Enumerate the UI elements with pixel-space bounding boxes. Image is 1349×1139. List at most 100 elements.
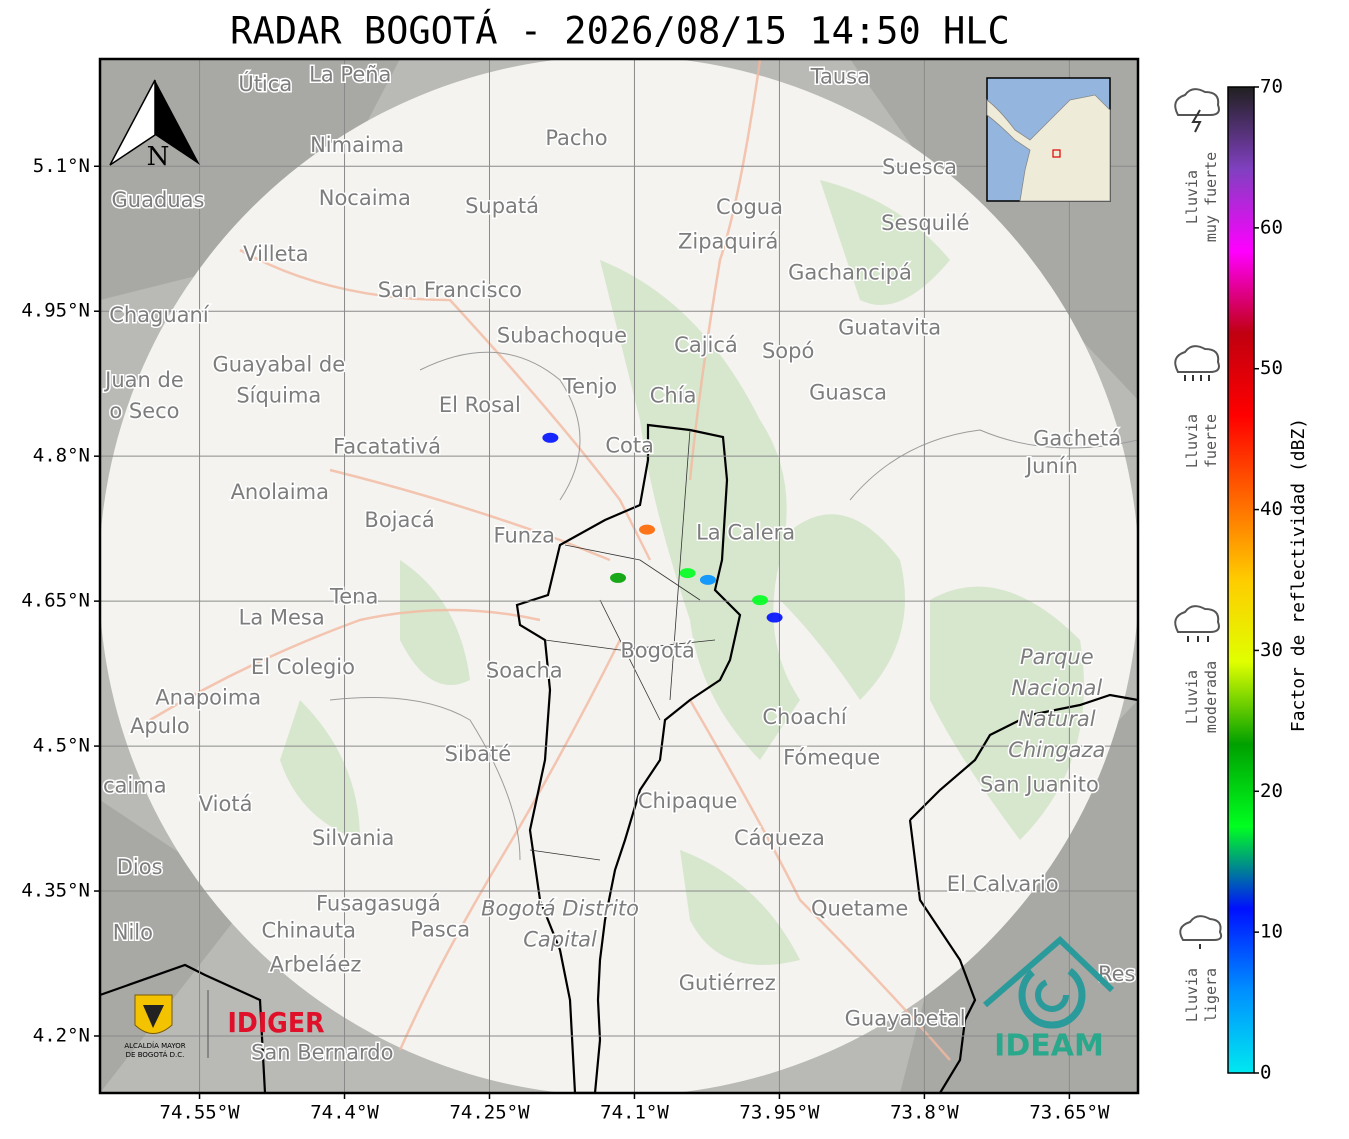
place-label: Pacho [545, 126, 607, 150]
place-label: caima [103, 774, 167, 798]
place: Sibaté [443, 740, 513, 767]
place-label: Fusagasugá [316, 892, 441, 916]
place: La Peña [308, 61, 393, 88]
x-tick-label: 74.25°W [449, 1102, 530, 1124]
map-title: RADAR BOGOTÁ - 2026/08/15 14:50 HLC [230, 9, 1010, 53]
place: Juan de o Seco [102, 366, 186, 424]
place-label: Bogotá [620, 638, 695, 662]
place: Sesquilé [880, 210, 971, 237]
place-label: Tausa [810, 64, 870, 88]
inset-map [986, 77, 1111, 202]
y-tick-label: 4.2°N [33, 1024, 90, 1046]
y-tick-label: 5.1°N [33, 155, 90, 177]
place: Arbeláez [268, 951, 363, 978]
colorbar-tick-label: 40 [1260, 498, 1283, 520]
place: Junín [1022, 452, 1079, 479]
place: Sopó [760, 337, 815, 364]
place: Fusagasugá [314, 890, 442, 917]
colorbar-tick-label: 20 [1260, 780, 1283, 802]
place: Nocaima [317, 185, 412, 212]
place: Chipaque [636, 788, 739, 815]
place: Dios [115, 853, 164, 880]
place: Guaduas [110, 187, 206, 214]
place-label: Quetame [811, 896, 908, 920]
place: Funza [492, 522, 556, 549]
place-label: Anolaima [231, 480, 329, 504]
place-label: Nilo [113, 921, 153, 945]
place: Quetame [810, 895, 910, 922]
place-label: Zipaquirá [678, 230, 778, 254]
place-label: Nacional [1011, 676, 1102, 700]
place-label: San Bernardo [251, 1040, 393, 1064]
place: Bojacá [363, 506, 436, 533]
legend-label: muy fuerte [1202, 152, 1220, 242]
place: Supatá [464, 192, 541, 219]
place-label: Sopó [762, 339, 814, 363]
place-label: Funza [494, 523, 555, 547]
map-frame [98, 57, 1140, 1095]
place: San Bernardo [250, 1039, 395, 1066]
place-label: Facatativá [333, 434, 441, 458]
place: Cajicá [673, 332, 740, 359]
place-label: Sesquilé [881, 211, 969, 235]
place: Gutiérrez [677, 969, 777, 996]
place-label: Chipaque [638, 789, 738, 813]
place-label: Guasca [809, 380, 887, 404]
place-label: Natural [1018, 707, 1096, 731]
place-label: Guayabal de [212, 352, 345, 376]
place-label: Cogua [716, 195, 783, 219]
place-label: Gachancipá [788, 261, 912, 285]
place-label: Supatá [465, 194, 539, 218]
place: El Colegio [249, 653, 356, 680]
place-label: Guatavita [838, 316, 941, 340]
echo [639, 524, 656, 535]
place-label: Guaduas [112, 188, 205, 212]
place-label: La Peña [309, 62, 391, 86]
place-label: San Juanito [980, 773, 1099, 797]
place-label: Nocaima [319, 186, 411, 210]
place: Guasca [808, 379, 889, 406]
place-label: Cota [605, 434, 654, 458]
place: Subachoque [495, 322, 628, 349]
place-label: Guayabetal [845, 1007, 966, 1031]
place-label: Villeta [243, 242, 308, 266]
place-label: Bogotá Distrito [481, 896, 639, 920]
place: Anapoima [154, 684, 263, 711]
logo-ideam: IDEAM [983, 935, 1115, 1064]
place-label: Parque [1020, 645, 1094, 669]
place: Tausa [808, 63, 871, 90]
x-tick-label: 74.4°W [310, 1102, 379, 1124]
place-label: Gutiérrez [679, 971, 776, 995]
place: caima [102, 772, 169, 799]
place-label: Capital [523, 927, 597, 951]
place: Choachí [761, 704, 850, 731]
place: Bogotá Distrito Capital [480, 895, 641, 953]
place: Villeta [242, 241, 310, 268]
place-label: Juan de [103, 368, 184, 392]
echo [766, 612, 783, 623]
place-label: Soacha [486, 659, 563, 683]
place: Chaguaní [108, 302, 212, 329]
x-tick-label: 73.95°W [739, 1102, 820, 1124]
place-label: Nimaima [310, 133, 404, 157]
north-arrow: N [109, 79, 200, 172]
place-label: Fómeque [783, 746, 880, 770]
place-label: Anapoima [155, 686, 261, 710]
place: Cáqueza [732, 824, 826, 851]
legend-label: Lluvia [1183, 414, 1201, 468]
colorbar-scale [1227, 86, 1255, 1074]
x-tick-label: 73.65°W [1029, 1102, 1110, 1124]
colorbar-tick-label: 10 [1260, 921, 1283, 943]
place-label: o Seco [109, 399, 179, 423]
y-tick-label: 4.95°N [21, 300, 90, 322]
place: Cota [604, 432, 656, 459]
place-label: Suesca [882, 155, 957, 179]
place-label: Sibaté [445, 742, 512, 766]
place-label: Tena [329, 584, 378, 608]
colorbar-tick-label: 70 [1260, 76, 1283, 98]
place: Chinauta [260, 917, 357, 944]
place-label: La Mesa [239, 606, 325, 630]
place: Apulo [129, 712, 192, 739]
echo [699, 574, 716, 585]
place: Gachancipá [787, 259, 914, 286]
